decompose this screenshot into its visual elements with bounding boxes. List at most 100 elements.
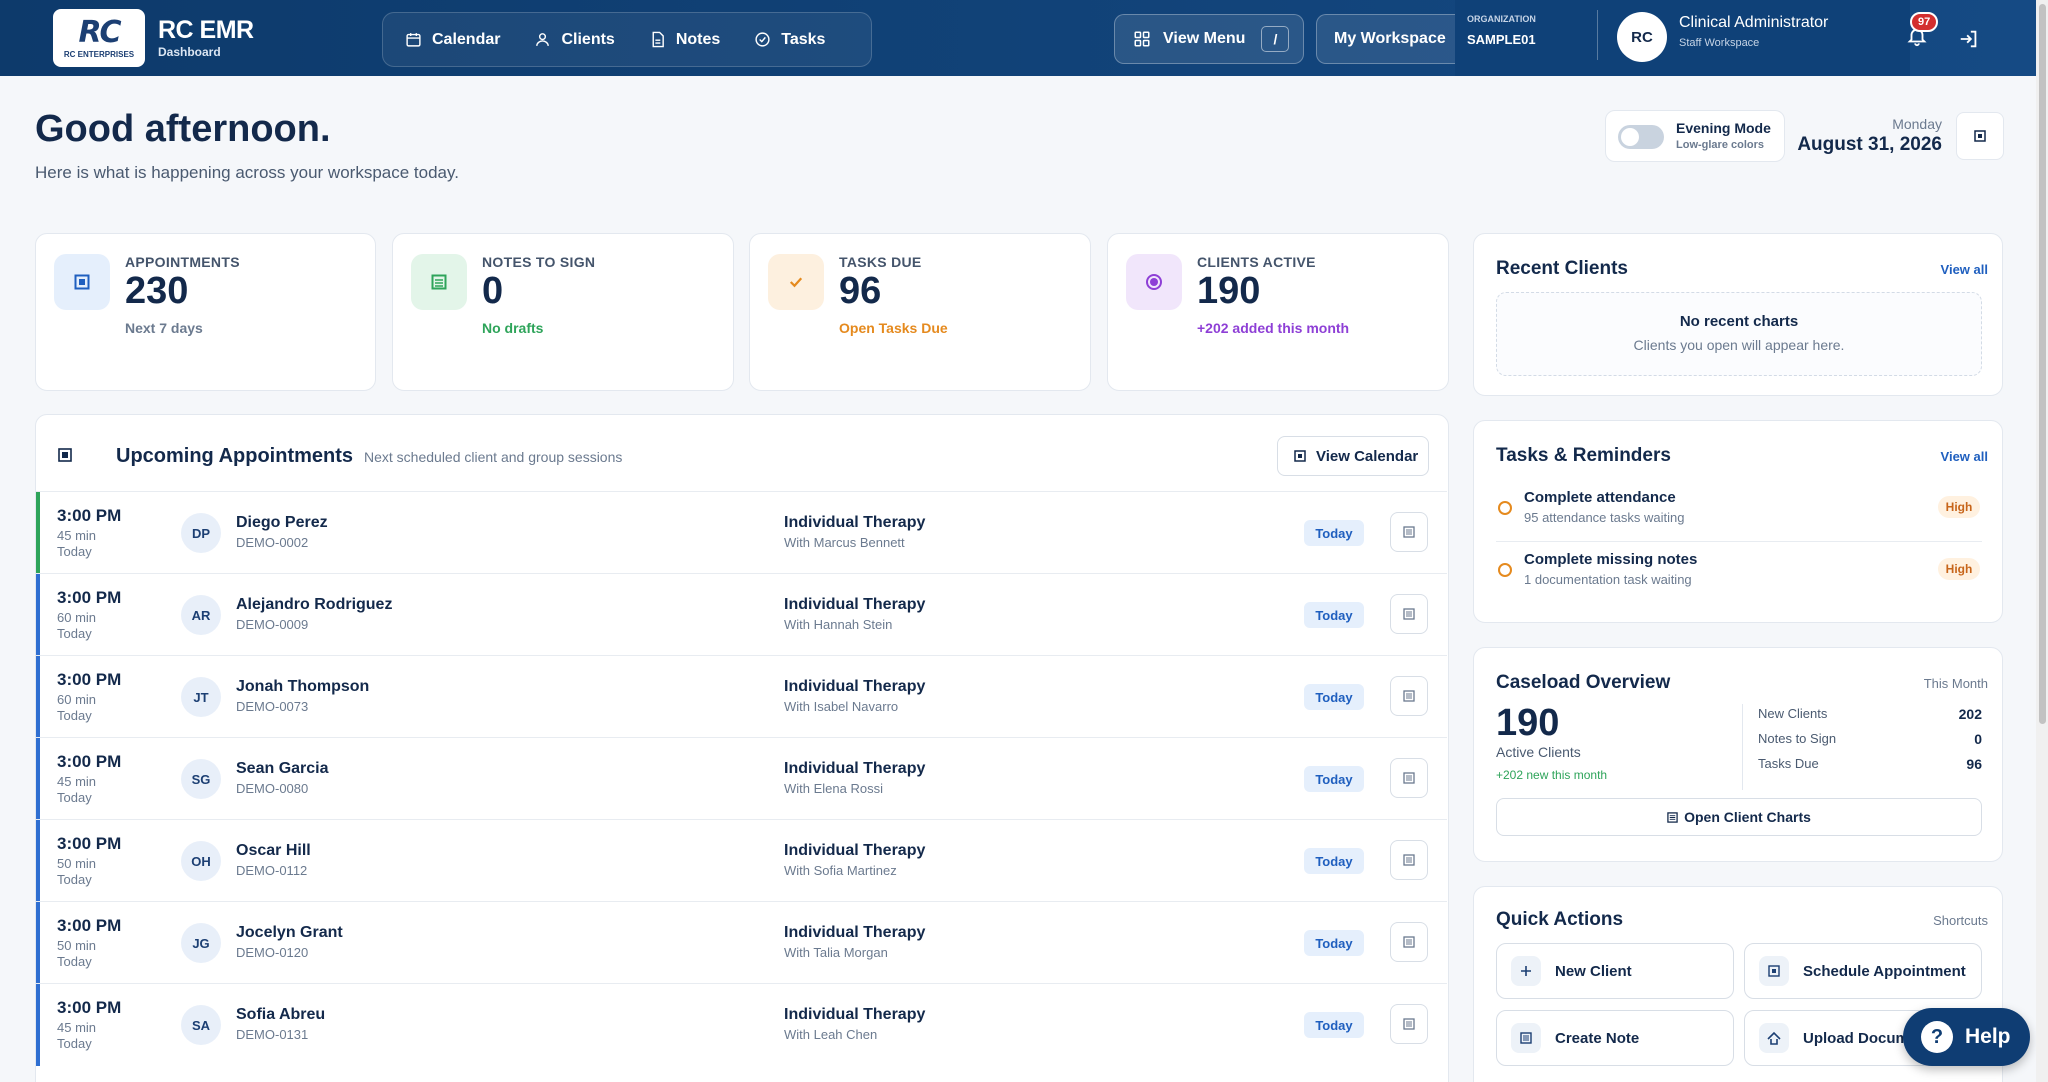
service-type: Individual Therapy [784, 1006, 926, 1023]
document-icon [1403, 936, 1415, 948]
status-bar [36, 492, 40, 574]
target-icon [1126, 254, 1182, 310]
brand: RC EMR Dashboard [158, 16, 254, 59]
scrollbar-thumb[interactable] [2039, 4, 2046, 724]
stat-card-tasks[interactable]: TASKS DUE 96 Open Tasks Due [749, 233, 1091, 391]
nav-notes[interactable]: Notes [649, 31, 720, 49]
current-day: Monday [1892, 116, 1942, 132]
client-name[interactable]: Jonah Thompson [236, 678, 370, 695]
open-chart-button[interactable] [1390, 922, 1428, 962]
stat-value: 230 [125, 270, 189, 312]
section-subtitle: Next scheduled client and group sessions [364, 449, 623, 465]
view-all-link[interactable]: View all [1940, 262, 1988, 277]
my-workspace-button[interactable]: My Workspace [1316, 14, 1456, 64]
calendar-button[interactable] [1956, 112, 2004, 160]
client-name[interactable]: Oscar Hill [236, 842, 311, 859]
calendar-icon [406, 33, 421, 47]
clinician: With Isabel Navarro [784, 699, 899, 714]
view-menu-button[interactable]: View Menu / [1114, 14, 1304, 64]
clinician: With Elena Rossi [784, 781, 883, 796]
grid-icon [1134, 31, 1150, 47]
schedule-appointment-button[interactable]: Schedule Appointment [1744, 943, 1982, 999]
appointment-duration: 45 min [57, 1020, 97, 1035]
nav-clients[interactable]: Clients [534, 31, 615, 49]
view-menu-label: View Menu [1163, 30, 1246, 47]
clinician: With Talia Morgan [784, 945, 888, 960]
table-row[interactable]: 3:00 PM 60 min Today AR Alejandro Rodrig… [36, 573, 1447, 656]
client-name[interactable]: Sean Garcia [236, 760, 329, 777]
appointment-duration: 45 min [57, 774, 97, 789]
stat-sub: No drafts [482, 320, 544, 336]
table-row[interactable]: 3:00 PM 60 min Today JT Jonah Thompson D… [36, 655, 1447, 738]
open-chart-button[interactable] [1390, 758, 1428, 798]
client-id: DEMO-0112 [236, 863, 308, 878]
open-chart-button[interactable] [1390, 512, 1428, 552]
task-item[interactable]: Complete attendance 95 attendance tasks … [1496, 479, 1982, 541]
appointment-duration: 60 min [57, 610, 97, 625]
new-clients-text: +202 new this month [1496, 768, 1608, 782]
client-avatar: DP [181, 513, 221, 553]
priority-badge: High [1938, 558, 1980, 580]
status-bar [36, 656, 40, 738]
new-client-button[interactable]: New Client [1496, 943, 1734, 999]
stat-label: NOTES TO SIGN [482, 254, 596, 270]
open-chart-button[interactable] [1390, 676, 1428, 716]
open-chart-button[interactable] [1390, 840, 1428, 880]
toggle-knob [1621, 128, 1639, 146]
stat-value: 190 [1197, 270, 1261, 312]
client-name[interactable]: Sofia Abreu [236, 1006, 326, 1023]
help-label: Help [1965, 1025, 2011, 1048]
caseload-row: New Clients 202 [1758, 706, 1982, 722]
view-all-link[interactable]: View all [1940, 449, 1988, 464]
avatar[interactable]: RC [1617, 12, 1667, 62]
shortcuts-label: Shortcuts [1933, 913, 1988, 928]
nav-calendar-label: Calendar [432, 30, 501, 48]
stat-card-clients[interactable]: CLIENTS ACTIVE 190 +202 added this month [1107, 233, 1449, 391]
evening-mode-title: Evening Mode [1676, 120, 1771, 136]
client-avatar: AR [181, 595, 221, 635]
client-name[interactable]: Alejandro Rodriguez [236, 596, 393, 613]
open-client-charts-label: Open Client Charts [1684, 809, 1811, 825]
help-button[interactable]: ? Help [1903, 1008, 2030, 1066]
appointments-icon [54, 254, 110, 310]
table-row[interactable]: 3:00 PM 45 min Today SA Sofia Abreu DEMO… [36, 983, 1447, 1066]
nav-tasks[interactable]: Tasks [754, 31, 825, 49]
client-avatar: JT [181, 677, 221, 717]
stat-card-appointments[interactable]: APPOINTMENTS 230 Next 7 days [35, 233, 376, 391]
table-row[interactable]: 3:00 PM 45 min Today DP Diego Perez DEMO… [36, 491, 1447, 574]
organization-value[interactable]: SAMPLE01 [1467, 32, 1536, 47]
appointment-day: Today [57, 954, 92, 969]
app-logo[interactable]: RC RC ENTERPRISES [53, 9, 145, 67]
upcoming-appointments-panel: Upcoming Appointments Next scheduled cli… [35, 414, 1449, 1082]
open-chart-button[interactable] [1390, 594, 1428, 634]
task-item[interactable]: Complete missing notes 1 documentation t… [1496, 541, 1982, 603]
main-nav: Calendar Clients Notes Tasks [382, 12, 872, 67]
client-name[interactable]: Diego Perez [236, 514, 328, 531]
status-badge: Today [1304, 520, 1364, 546]
open-chart-button[interactable] [1390, 1004, 1428, 1044]
row-value: 202 [1958, 706, 1982, 722]
client-name[interactable]: Jocelyn Grant [236, 924, 343, 941]
organization-label: ORGANIZATION [1467, 14, 1536, 24]
table-row[interactable]: 3:00 PM 50 min Today OH Oscar Hill DEMO-… [36, 819, 1447, 902]
caseload-row: Tasks Due 96 [1758, 756, 1982, 772]
nav-calendar[interactable]: Calendar [405, 31, 500, 49]
status-bar [36, 738, 40, 820]
my-workspace-label: My Workspace [1334, 30, 1446, 47]
view-calendar-button[interactable]: View Calendar [1277, 436, 1429, 476]
stat-card-notes[interactable]: NOTES TO SIGN 0 No drafts [392, 233, 734, 391]
logout-icon[interactable] [1958, 28, 1980, 50]
row-label: Tasks Due [1758, 756, 1819, 771]
evening-mode-toggle[interactable]: Evening Mode Low-glare colors [1605, 110, 1785, 162]
check-icon [768, 254, 824, 310]
client-id: DEMO-0120 [236, 945, 309, 960]
table-row[interactable]: 3:00 PM 50 min Today JG Jocelyn Grant DE… [36, 901, 1447, 984]
create-note-button[interactable]: Create Note [1496, 1010, 1734, 1066]
client-id: DEMO-0073 [236, 699, 309, 714]
clinician: With Hannah Stein [784, 617, 893, 632]
toggle-switch[interactable] [1618, 125, 1664, 149]
table-row[interactable]: 3:00 PM 45 min Today SG Sean Garcia DEMO… [36, 737, 1447, 820]
app-name: RC EMR [158, 16, 254, 44]
appointment-day: Today [57, 872, 92, 887]
open-client-charts-button[interactable]: Open Client Charts [1496, 798, 1982, 836]
